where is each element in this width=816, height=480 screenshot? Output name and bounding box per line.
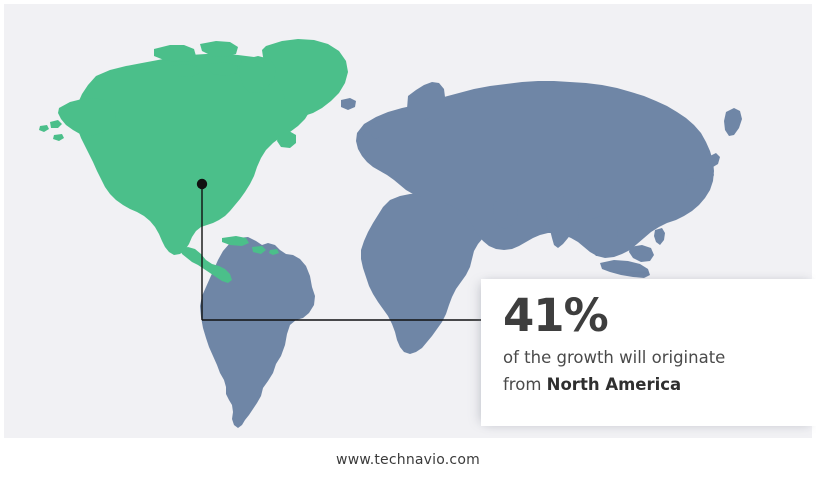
region-arctic-islands-1 <box>154 45 196 62</box>
map-highlight-regions <box>39 39 348 283</box>
region-philippines <box>654 228 665 245</box>
world-map <box>39 39 750 428</box>
region-north-america <box>76 54 313 255</box>
region-arctic-islands-4 <box>208 62 238 76</box>
stat-description-line1: of the growth will originate <box>503 347 726 367</box>
region-aleutians-2 <box>39 125 49 132</box>
region-eurasia <box>356 81 714 258</box>
region-japan <box>698 168 714 190</box>
region-hispaniola <box>252 246 266 254</box>
region-greenland <box>262 39 348 116</box>
region-korea <box>686 178 695 190</box>
region-central-america <box>180 247 232 283</box>
region-newfoundland <box>277 131 296 148</box>
region-alaska <box>58 98 116 136</box>
footer-url: www.technavio.com <box>336 452 480 468</box>
region-british-isles <box>371 121 383 139</box>
region-aleutians <box>50 120 62 128</box>
region-arctic-islands-2 <box>200 41 238 57</box>
map-panel <box>4 4 812 438</box>
region-india <box>546 196 579 248</box>
region-kamchatka <box>724 108 742 136</box>
region-southeast-asia <box>589 216 618 256</box>
region-puerto-rico <box>269 249 279 255</box>
stat-value: 41% <box>503 289 609 342</box>
region-ireland <box>361 127 370 137</box>
stat-description-line2-prefix: from <box>503 374 547 394</box>
region-aleutians-3 <box>53 134 64 141</box>
region-scandinavia <box>407 82 445 120</box>
region-africa <box>361 193 489 354</box>
map-base-regions <box>200 81 750 428</box>
stat-description: of the growth will originate from North … <box>503 345 796 398</box>
region-cuba <box>222 236 249 246</box>
stat-callout-card: 41% of the growth will originate from No… <box>481 279 816 426</box>
region-indonesia <box>600 260 650 278</box>
region-borneo <box>629 245 654 262</box>
region-south-america <box>200 237 315 428</box>
region-japan-north <box>709 153 720 167</box>
region-iceland <box>341 98 356 110</box>
region-arabia <box>493 200 518 229</box>
stat-region-name: North America <box>546 374 682 394</box>
region-arctic-islands-3 <box>170 64 200 77</box>
region-baffin <box>239 56 276 93</box>
